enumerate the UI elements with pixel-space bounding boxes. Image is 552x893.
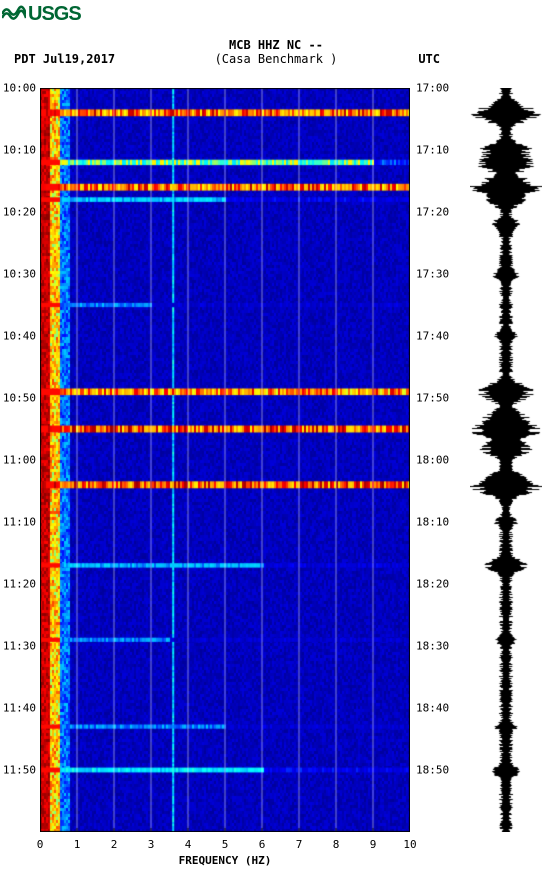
x-tick: 1 — [74, 838, 81, 851]
x-tick: 7 — [296, 838, 303, 851]
y-tick-left: 10:20 — [3, 206, 36, 219]
x-tick: 6 — [259, 838, 266, 851]
y-tick-left: 10:10 — [3, 144, 36, 157]
y-tick-left: 11:00 — [3, 454, 36, 467]
x-tick: 3 — [148, 838, 155, 851]
x-tick: 4 — [185, 838, 192, 851]
x-tick: 10 — [403, 838, 416, 851]
y-tick-right: 18:20 — [416, 578, 449, 591]
y-axis-right: 17:0017:1017:2017:3017:4017:5018:0018:10… — [414, 88, 454, 832]
y-tick-left: 10:50 — [3, 392, 36, 405]
x-axis-label: FREQUENCY (HZ) — [40, 854, 410, 867]
spectrogram — [40, 88, 410, 832]
y-axis-left: 10:0010:1010:2010:3010:4010:5011:0011:10… — [0, 88, 38, 832]
y-tick-left: 10:30 — [3, 268, 36, 281]
header-left-label: PDT Jul19,2017 — [14, 52, 115, 66]
y-tick-left: 11:50 — [3, 764, 36, 777]
x-axis: FREQUENCY (HZ) 012345678910 — [40, 832, 410, 872]
y-tick-right: 18:10 — [416, 516, 449, 529]
y-tick-left: 10:00 — [3, 82, 36, 95]
usgs-wave-icon — [2, 2, 26, 20]
usgs-logo: USGS — [2, 2, 81, 26]
y-tick-right: 17:20 — [416, 206, 449, 219]
x-tick: 2 — [111, 838, 118, 851]
waveform-canvas — [470, 88, 542, 832]
x-tick: 9 — [370, 838, 377, 851]
y-tick-right: 18:50 — [416, 764, 449, 777]
y-tick-left: 11:10 — [3, 516, 36, 529]
y-tick-right: 17:10 — [416, 144, 449, 157]
spectrogram-canvas — [40, 88, 410, 832]
usgs-logo-text: USGS — [28, 3, 81, 25]
y-tick-right: 18:00 — [416, 454, 449, 467]
x-tick: 0 — [37, 838, 44, 851]
station-title: MCB HHZ NC -- — [0, 38, 552, 52]
y-tick-left: 11:40 — [3, 702, 36, 715]
y-tick-right: 18:30 — [416, 640, 449, 653]
y-tick-left: 11:30 — [3, 640, 36, 653]
waveform — [470, 88, 542, 832]
y-tick-right: 18:40 — [416, 702, 449, 715]
header-right-label: UTC — [418, 52, 440, 66]
y-tick-right: 17:00 — [416, 82, 449, 95]
x-tick: 5 — [222, 838, 229, 851]
y-tick-left: 11:20 — [3, 578, 36, 591]
y-tick-left: 10:40 — [3, 330, 36, 343]
y-tick-right: 17:50 — [416, 392, 449, 405]
y-tick-right: 17:40 — [416, 330, 449, 343]
x-tick: 8 — [333, 838, 340, 851]
y-tick-right: 17:30 — [416, 268, 449, 281]
